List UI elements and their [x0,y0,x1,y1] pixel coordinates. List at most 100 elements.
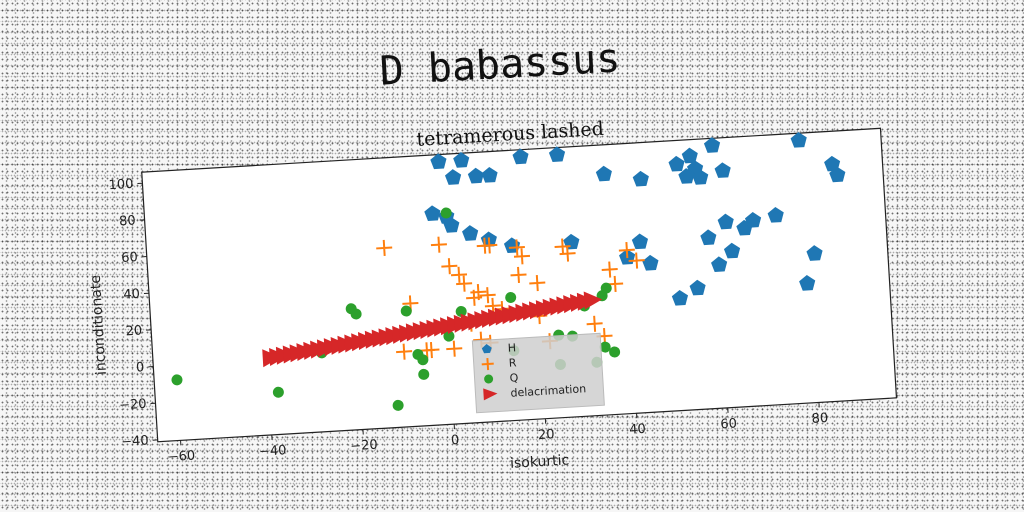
y-tick-label: 60 [121,250,138,266]
y-tick-label: 100 [108,177,134,193]
point-r [481,237,498,254]
point-r [446,340,463,357]
point-r [513,248,531,265]
legend-item-h: H [481,341,516,355]
point-q [171,374,183,386]
point-q [609,346,621,358]
point-h [700,229,717,246]
point-h [806,245,823,261]
point-h [443,217,460,233]
point-h [790,131,807,148]
point-r [441,258,458,275]
point-q [599,341,611,353]
point-r [559,245,576,262]
point-h [481,166,498,183]
x-tick-label: 0 [451,433,460,448]
legend-label-r: R [508,356,517,369]
point-h [689,279,706,296]
point-r [529,274,546,292]
point-q [505,291,517,303]
y-axis-label: inconditionate [88,275,110,376]
legend-label-h: H [507,341,516,354]
legend-marker-h [481,344,492,354]
x-tick-label: −60 [167,449,195,466]
plot-area [171,131,846,411]
point-r [430,236,447,253]
point-r [479,287,496,304]
legend: H R Q delacrimation [471,332,605,414]
point-h [430,153,447,170]
point-q [350,308,362,320]
point-h [424,205,441,222]
x-tick-label: −20 [350,438,378,455]
point-q [443,330,455,342]
point-h [799,275,816,291]
point-r [586,315,603,332]
point-q [417,354,429,366]
legend-box [471,332,605,414]
point-h [467,167,484,184]
point-r [456,275,473,292]
point-r [601,261,618,278]
x-tick-label: 80 [811,411,828,427]
point-r [510,266,527,283]
y-tick-label: −20 [119,397,147,414]
point-h [711,256,728,273]
legend-marker-r [481,357,494,371]
point-h [462,225,479,241]
y-tick-label: −40 [121,433,149,450]
point-r [628,252,645,269]
point-h [703,137,721,153]
point-q [400,305,412,317]
point-q [600,282,612,294]
point-h [444,169,462,185]
y-tick-label: 0 [136,360,145,375]
y-tick-label: 20 [125,323,142,339]
point-h [548,146,566,163]
point-h [723,242,741,259]
point-r [376,239,393,257]
point-h [717,213,734,230]
point-h [632,170,649,187]
point-h [767,206,784,223]
x-tick-label: 20 [538,427,555,443]
y-tick-label: 40 [123,287,140,303]
legend-item-delacrimation: delacrimation [483,382,586,401]
point-q [418,368,430,380]
point-q [392,399,404,411]
point-h [681,147,698,164]
legend-marker-delacrimation [483,388,498,401]
point-h [678,168,695,184]
x-tick-label: −40 [259,443,287,460]
point-r [423,341,440,359]
point-h [744,212,762,228]
point-r [396,343,413,360]
point-h [829,166,846,183]
point-h [671,290,689,306]
point-r [470,284,487,301]
legend-marker-q [484,374,494,384]
legend-label-q: Q [509,371,519,385]
point-r [618,242,635,259]
point-q [440,207,452,219]
x-tick-label: 60 [720,416,737,432]
point-h [453,152,470,168]
x-tick-label: 40 [629,422,646,438]
point-h [631,233,649,250]
point-h [642,254,659,271]
point-r [450,266,468,283]
point-h [512,148,529,165]
legend-label-delacrimation: delacrimation [510,382,586,399]
point-q [455,305,467,317]
y-tick-label: 80 [119,213,136,229]
point-r [508,239,525,256]
point-h [668,155,685,172]
point-h [714,162,731,178]
point-h [595,165,612,182]
legend-item-r: R [481,356,517,371]
point-h [692,169,709,185]
axes-frame [141,127,898,443]
point-q [272,386,284,398]
legend-item-q: Q [484,371,519,385]
